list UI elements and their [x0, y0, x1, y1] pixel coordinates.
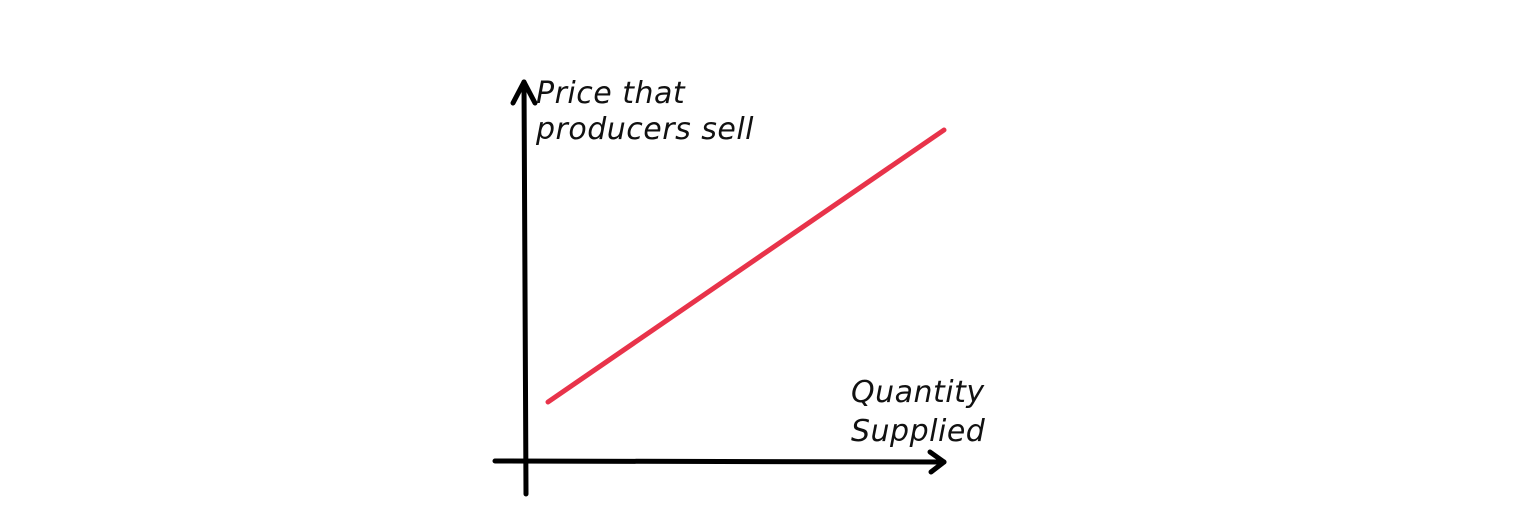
x-axis-label: Quantity Supplied: [851, 375, 995, 449]
supply-curve: [545, 127, 947, 405]
y-axis-label-line-2: producers sell: [535, 112, 754, 147]
x-axis-arrowhead: [927, 449, 947, 475]
x-axis: [492, 458, 947, 465]
y-axis-arrowhead: [510, 79, 538, 106]
x-axis-label-line-2: Supplied: [851, 414, 986, 449]
y-axis-label: Price that producers sell: [535, 76, 754, 147]
y-axis-label-line-1: Price that: [536, 76, 686, 111]
x-axis-label-line-1: Quantity: [851, 375, 985, 410]
y-axis: [521, 79, 529, 497]
